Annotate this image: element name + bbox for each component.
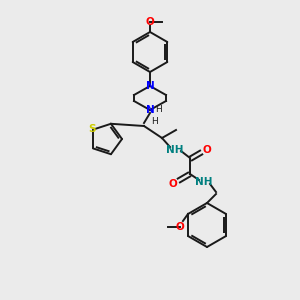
- Text: NH: NH: [166, 145, 184, 155]
- Text: O: O: [146, 17, 154, 27]
- Text: H: H: [154, 104, 161, 113]
- Text: NH: NH: [195, 177, 213, 187]
- Text: O: O: [202, 145, 211, 155]
- Text: N: N: [146, 105, 154, 115]
- Text: N: N: [146, 81, 154, 91]
- Text: S: S: [88, 124, 96, 134]
- Text: H: H: [152, 116, 158, 125]
- Text: O: O: [176, 222, 184, 232]
- Text: O: O: [169, 179, 177, 189]
